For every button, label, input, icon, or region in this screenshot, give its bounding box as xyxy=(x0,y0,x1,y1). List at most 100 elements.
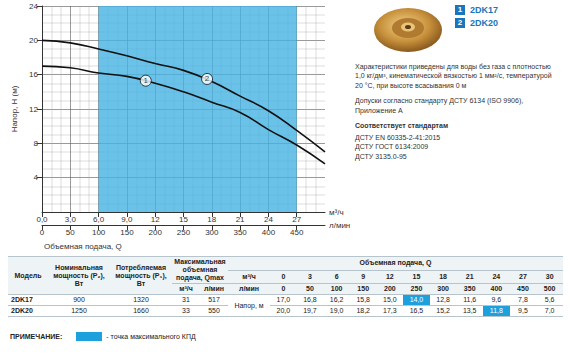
html-text:50: 50 xyxy=(306,285,314,293)
svg-text:3,0: 3,0 xyxy=(65,215,77,224)
html-text:450: 450 xyxy=(517,285,529,293)
svg-text:100: 100 xyxy=(92,228,106,237)
html-text:100: 100 xyxy=(330,285,343,293)
html-text:900: 900 xyxy=(73,296,85,304)
html-text:17,3: 17,3 xyxy=(383,307,397,315)
html-text:11,8: 11,8 xyxy=(489,307,503,315)
html-text:16,5: 16,5 xyxy=(409,307,424,315)
svg-text:50: 50 xyxy=(66,228,75,237)
html-text:2DK20: 2DK20 xyxy=(470,17,498,28)
svg-text:л/мин: л/мин xyxy=(329,221,350,230)
svg-text:Напор, H (м): Напор, H (м) xyxy=(10,85,19,132)
html-text:5,6: 5,6 xyxy=(544,296,555,304)
html-text:31: 31 xyxy=(182,296,190,304)
html-text:Потребляемая мощность (P₁), Вт: Потребляемая мощность (P₁), Вт xyxy=(115,263,167,287)
svg-text:21: 21 xyxy=(236,215,245,224)
html-text:33: 33 xyxy=(182,307,190,315)
html-text:15,2: 15,2 xyxy=(436,307,450,315)
svg-text:150: 150 xyxy=(120,228,134,237)
html-text:2DK20: 2DK20 xyxy=(11,307,33,315)
html-text:ДСТУ 3135.0-95: ДСТУ 3135.0-95 xyxy=(355,152,407,160)
svg-text:м³/ч: м³/ч xyxy=(329,208,344,217)
html-text:18: 18 xyxy=(439,272,447,280)
html-text:11,6: 11,6 xyxy=(463,296,477,304)
html-text:Напор, м: Напор, м xyxy=(234,301,264,309)
html-text:16,2: 16,2 xyxy=(329,296,344,304)
html-text:Соответствует стандартам: Соответствует стандартам xyxy=(355,122,449,130)
html-text:Объемная подача, Q: Объемная подача, Q xyxy=(44,242,122,251)
html-text:1660: 1660 xyxy=(133,307,149,315)
svg-text:300: 300 xyxy=(205,228,219,237)
html-text:Характеристики приведены для в: Характеристики приведены для воды без га… xyxy=(355,63,552,89)
html-text:400: 400 xyxy=(490,285,503,293)
html-text:150: 150 xyxy=(357,285,369,293)
svg-text:1: 1 xyxy=(144,76,149,85)
html-text:13,5: 13,5 xyxy=(462,307,477,315)
svg-text:4: 4 xyxy=(34,173,39,182)
svg-text:24: 24 xyxy=(29,2,38,11)
html-text:ПРИМЕЧАНИЕ:: ПРИМЕЧАНИЕ: xyxy=(10,333,63,340)
html-text:7,0: 7,0 xyxy=(544,307,555,315)
html-text:м³/ч: м³/ч xyxy=(242,272,256,280)
svg-text:450: 450 xyxy=(290,228,304,237)
html-text:1250: 1250 xyxy=(71,307,87,315)
html-text:9,6: 9,6 xyxy=(491,296,502,304)
svg-text:12: 12 xyxy=(29,105,38,114)
html-text:20,0: 20,0 xyxy=(276,307,291,315)
html-text:18,2: 18,2 xyxy=(356,307,370,315)
html-text:12: 12 xyxy=(385,272,394,280)
svg-text:18: 18 xyxy=(207,215,216,224)
html-text:200: 200 xyxy=(384,285,396,293)
html-text:250: 250 xyxy=(410,285,423,293)
html-text:19,0: 19,0 xyxy=(329,307,344,315)
svg-text:6,0: 6,0 xyxy=(93,215,105,224)
html-text:Максимальная объемная подача,: Максимальная объемная подача, Qmax xyxy=(174,258,226,282)
html-text:12,8: 12,8 xyxy=(436,296,450,304)
html-text:л/мин: л/мин xyxy=(239,285,260,293)
html-text:14,0: 14,0 xyxy=(409,296,424,304)
html-text:16,8: 16,8 xyxy=(303,296,317,304)
html-text:19,7: 19,7 xyxy=(303,307,317,315)
html-text:500: 500 xyxy=(543,285,556,293)
html-text:2DK17: 2DK17 xyxy=(11,296,33,304)
html-text:Модель: Модель xyxy=(14,271,42,279)
svg-text:0: 0 xyxy=(40,228,45,237)
html-text:ДСТУ ГОСТ 6134:2009: ДСТУ ГОСТ 6134:2009 xyxy=(355,143,429,151)
html-text:350: 350 xyxy=(463,285,476,293)
html-text:Объемная подача, Q: Объемная подача, Q xyxy=(359,259,432,267)
html-text:2DK17: 2DK17 xyxy=(470,4,498,15)
html-text:9,5: 9,5 xyxy=(518,307,528,315)
svg-text:0,0: 0,0 xyxy=(36,215,48,224)
svg-text:250: 250 xyxy=(177,228,191,237)
html-text:21: 21 xyxy=(465,272,474,280)
svg-text:400: 400 xyxy=(262,228,276,237)
html-text:15: 15 xyxy=(412,272,421,280)
html-text:24: 24 xyxy=(492,272,501,280)
html-text:15,0: 15,0 xyxy=(383,296,397,304)
svg-text:27: 27 xyxy=(292,215,301,224)
html-text:1320: 1320 xyxy=(133,296,149,304)
svg-text:24: 24 xyxy=(264,215,273,224)
svg-text:15: 15 xyxy=(179,215,188,224)
html-text:м³/ч: м³/ч xyxy=(179,285,193,293)
svg-text:2: 2 xyxy=(205,74,210,83)
html-text:7,8: 7,8 xyxy=(518,296,528,304)
html-text:550: 550 xyxy=(208,307,220,315)
html-text:517: 517 xyxy=(208,296,220,304)
svg-text:16: 16 xyxy=(29,70,38,79)
html-text:27: 27 xyxy=(519,272,527,280)
svg-text:8: 8 xyxy=(34,139,39,148)
html-text:Допуски согласно стандарту ДСТ: Допуски согласно стандарту ДСТУ 6134 (IS… xyxy=(355,97,524,114)
html-text:ДСТУ EN 60335-2-41:2015: ДСТУ EN 60335-2-41:2015 xyxy=(355,133,441,141)
html-text:300: 300 xyxy=(437,285,449,293)
svg-text:9,0: 9,0 xyxy=(121,215,133,224)
svg-text:20: 20 xyxy=(29,36,38,45)
html-text:17,0: 17,0 xyxy=(276,296,291,304)
html-text:30: 30 xyxy=(545,272,554,280)
html-text:Номинальная мощность (P₂), Вт: Номинальная мощность (P₂), Вт xyxy=(53,263,105,287)
svg-text:350: 350 xyxy=(233,228,247,237)
html-text:л/мин: л/мин xyxy=(204,285,225,293)
svg-text:12: 12 xyxy=(151,215,160,224)
svg-text:200: 200 xyxy=(149,228,163,237)
html-text:15,8: 15,8 xyxy=(356,296,370,304)
